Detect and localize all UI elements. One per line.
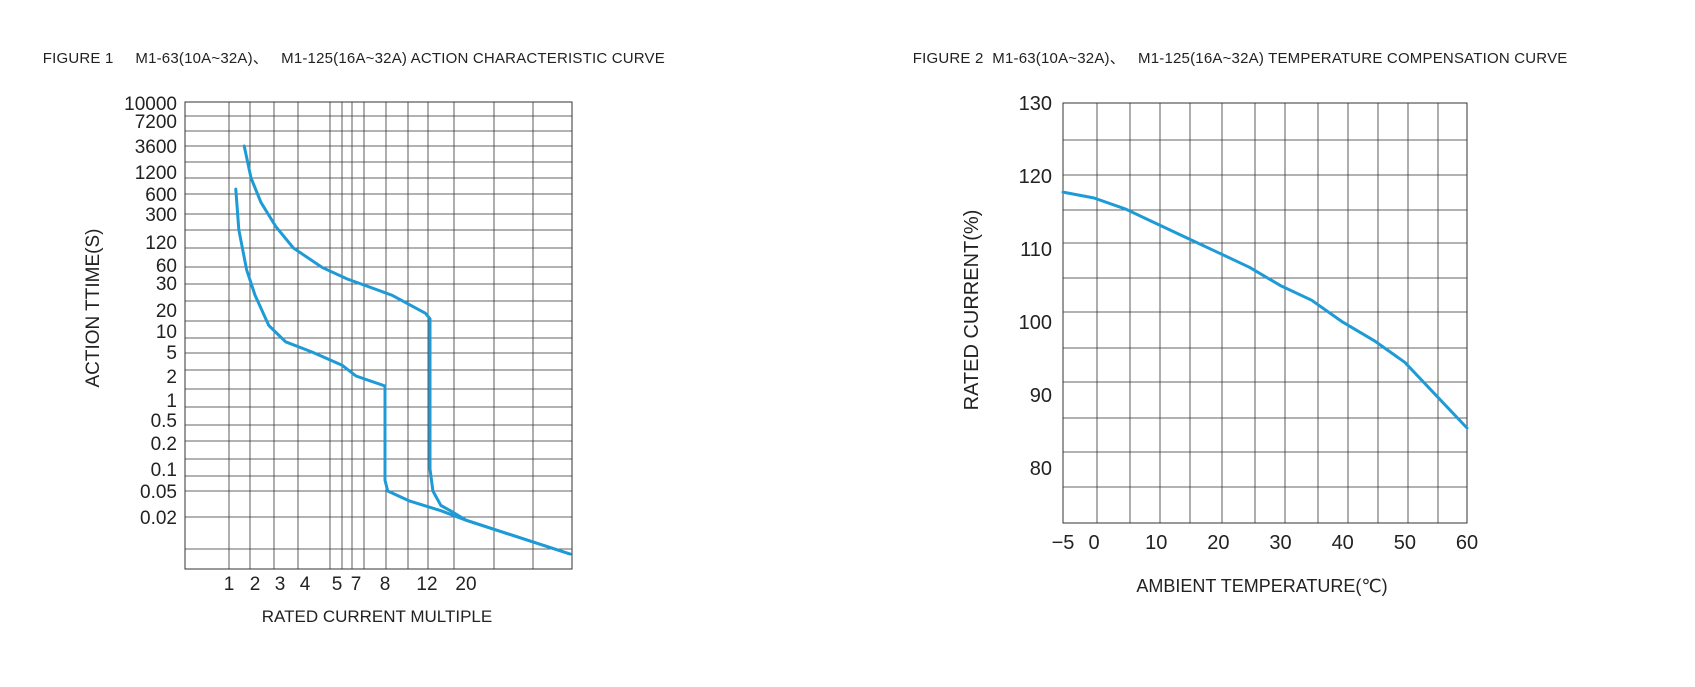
- y-tick-label: 600: [145, 185, 177, 206]
- x-tick-label: 20: [455, 574, 476, 595]
- y-tick-label: 60: [156, 256, 177, 277]
- figure-2-label: FIGURE 2: [912, 50, 984, 67]
- y-tick-label: 100: [1019, 312, 1052, 334]
- figure-1-title: FIGURE 1 M1-63(10A~32A)、 M1-125(16A~32A)…: [34, 30, 665, 68]
- figure-2-title: FIGURE 2 M1-63(10A~32A)、 M1-125(16A~32A)…: [904, 30, 1568, 68]
- x-tick-label: 40: [1332, 532, 1354, 554]
- x-axis-label: RATED CURRENT MULTIPLE: [262, 607, 492, 626]
- x-tick-label: −5: [1052, 532, 1075, 554]
- x-axis-label: AMBIENT TEMPERATURE(℃): [1136, 576, 1387, 596]
- y-axis-label: RATED CURRENT(%): [961, 210, 983, 411]
- y-tick-label: 0.5: [151, 411, 177, 432]
- y-tick-label: 5: [166, 343, 177, 364]
- y-tick-label: 90: [1030, 385, 1052, 407]
- y-tick-label: 20: [156, 301, 177, 322]
- y-tick-label: 0.2: [151, 434, 177, 455]
- y-tick-label: 1: [166, 391, 177, 412]
- x-tick-label: 4: [300, 574, 311, 595]
- x-tick-label: 2: [250, 574, 261, 595]
- x-tick-label: 3: [275, 574, 286, 595]
- y-tick-label: 10000: [124, 94, 177, 115]
- y-axis-label: ACTION TTIME(S): [83, 228, 104, 387]
- temperature-curve: [1061, 190, 1469, 430]
- y-tick-label: 0.02: [140, 508, 177, 529]
- action-characteristic-chart: 10000720036001200600300120603020105210.5…: [83, 94, 573, 626]
- x-tick-label: 8: [380, 574, 391, 595]
- trip-curve-1: [234, 187, 572, 556]
- x-tick-label: 30: [1269, 532, 1291, 554]
- temperature-compensation-chart: 80 90 100 110 120 130 −5 0 10 20 30 40 50 60 AMBIENT T…: [961, 93, 1478, 596]
- y-tick-label: 120: [145, 233, 177, 254]
- x-tick-label: 60: [1456, 532, 1478, 554]
- x-tick-label: 20: [1207, 532, 1229, 554]
- y-tick-label: 120: [1019, 166, 1052, 188]
- y-tick-label: 300: [145, 205, 177, 226]
- y-tick-label: 80: [1030, 458, 1052, 480]
- x-tick-label: 5: [332, 574, 343, 595]
- y-tick-label: 10: [156, 322, 177, 343]
- y-tick-label: 2: [166, 367, 177, 388]
- plot-frame: [184, 101, 573, 570]
- x-tick-label: 10: [1145, 532, 1167, 554]
- x-tick-label: 7: [351, 574, 362, 595]
- y-tick-label: 1200: [135, 163, 177, 184]
- y-tick-label: 130: [1019, 93, 1052, 115]
- figure-1-label: FIGURE 1: [42, 50, 114, 67]
- plot-frame: [1062, 102, 1468, 524]
- trip-curve-2: [242, 144, 572, 556]
- y-tick-label: 3600: [135, 137, 177, 158]
- x-tick-label: 1: [224, 574, 235, 595]
- y-tick-label: 30: [156, 274, 177, 295]
- x-tick-label: 50: [1394, 532, 1416, 554]
- y-tick-label: 0.05: [140, 482, 177, 503]
- figure-2-heading: M1-63(10A~32A)、 M1-125(16A~32A) TEMPERAT…: [992, 50, 1568, 67]
- x-tick-label: 12: [416, 574, 437, 595]
- y-tick-label: 110: [1020, 239, 1052, 261]
- y-tick-label: 7200: [135, 112, 177, 133]
- y-tick-label: 0.1: [151, 460, 177, 481]
- figure-1-heading: M1-63(10A~32A)、 M1-125(16A~32A) ACTION C…: [135, 50, 665, 67]
- x-tick-label: 0: [1089, 532, 1100, 554]
